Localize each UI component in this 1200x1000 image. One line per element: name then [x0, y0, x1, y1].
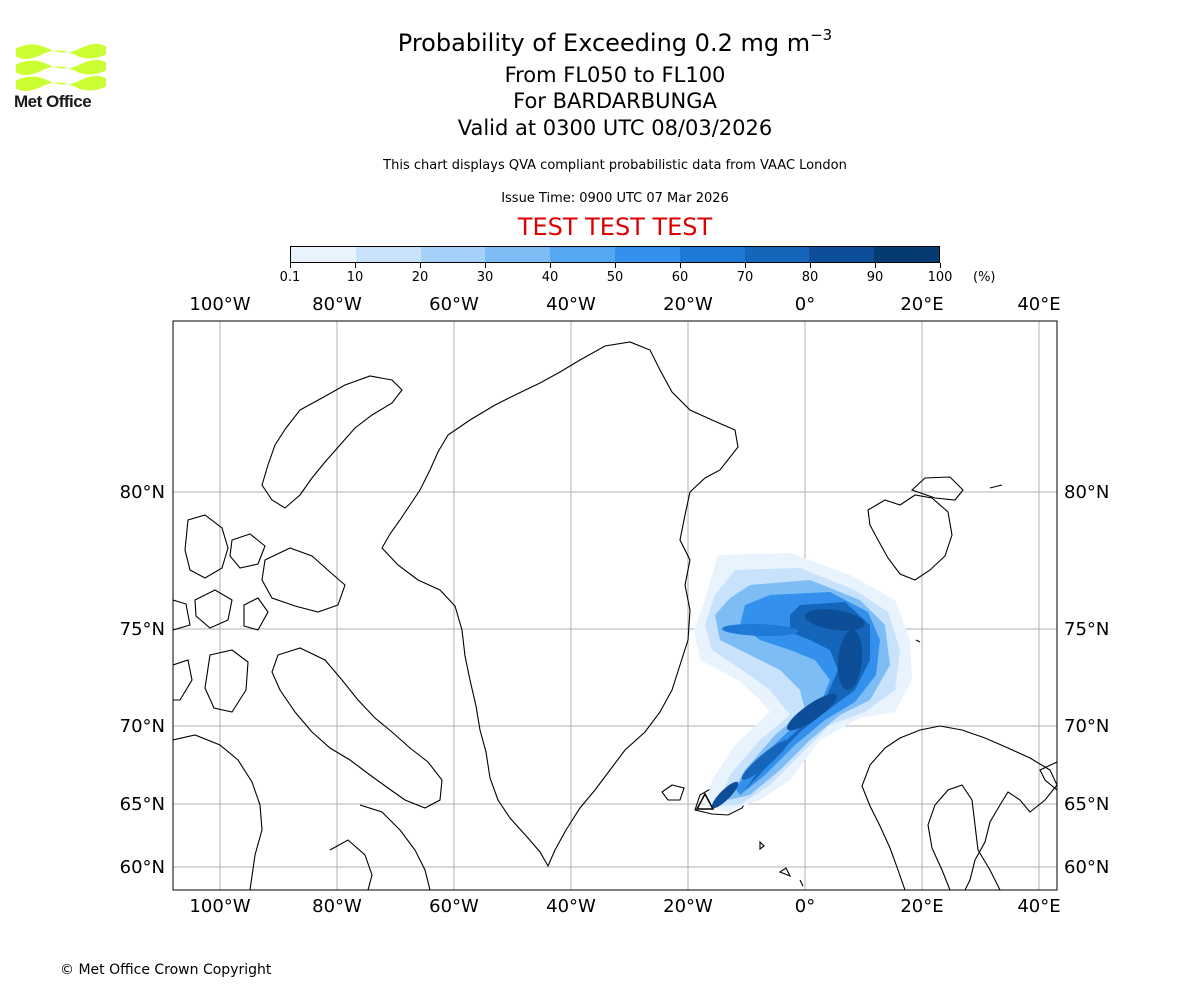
colorbar-swatch — [679, 247, 745, 262]
lon-labels-bottom: 100°W 80°W 60°W 40°W 20°W 0° 20°E 40°E — [189, 896, 1060, 917]
title-exponent: −3 — [810, 26, 833, 44]
lon-label-top: 20°E — [900, 294, 943, 315]
colorbar-unit: (%) — [973, 270, 996, 285]
colorbar-tick-label: 60 — [671, 270, 689, 285]
colorbar-swatch — [550, 247, 615, 262]
colorbar-swatch — [614, 247, 680, 262]
canada-mainland-coast — [173, 734, 263, 890]
ash-plume — [694, 553, 912, 812]
volcano-triangle-icon — [695, 792, 715, 810]
greenland-coast — [381, 341, 739, 868]
colorbar-swatch — [355, 247, 421, 262]
lat-label-right: 65°N — [1064, 794, 1109, 815]
lon-label-bottom: 80°W — [312, 896, 362, 917]
plume-streak-west — [722, 623, 798, 637]
graticule — [173, 321, 1057, 890]
issue-time: Issue Time: 0900 UTC 07 Mar 2026 — [501, 191, 729, 206]
lon-label-top: 40°W — [546, 294, 596, 315]
lon-label-top: 60°W — [429, 294, 479, 315]
subtitle-valid-time: Valid at 0300 UTC 08/03/2026 — [457, 116, 773, 140]
lon-label-top: 40°E — [1017, 294, 1060, 315]
colorbar-tick-label: 0.1 — [279, 270, 301, 285]
lon-labels-top: 100°W 80°W 60°W 40°W 20°W 0° 20°E 40°E — [189, 294, 1060, 315]
colorbar — [290, 246, 940, 263]
colorbar-tick — [355, 263, 356, 268]
colorbar-swatch — [809, 247, 875, 262]
plume-core-east — [837, 630, 863, 690]
lon-label-top: 20°W — [663, 294, 713, 315]
logo-text: Met Office — [14, 92, 92, 111]
svalbard-coast — [867, 494, 953, 581]
lat-label-right: 75°N — [1064, 619, 1109, 640]
coastlines — [173, 341, 1057, 890]
colorbar-tick-label: 80 — [801, 270, 819, 285]
chart-title: Probability of Exceeding 0.2 mg m−3 — [0, 26, 1200, 57]
lon-label-bottom: 20°W — [663, 896, 713, 917]
title-prefix: Probability of Exceeding 0.2 mg m — [397, 29, 811, 57]
colorbar-tick — [615, 263, 616, 268]
lat-label-left: 80°N — [120, 482, 165, 503]
plume-core-north — [805, 609, 865, 631]
baffin-island-coast — [271, 647, 443, 809]
colorbar-swatch — [291, 247, 356, 262]
colorbar-swatch — [744, 247, 810, 262]
lon-label-bottom: 60°W — [429, 896, 479, 917]
copyright: © Met Office Crown Copyright — [60, 962, 272, 978]
lon-label-top: 100°W — [189, 294, 250, 315]
colorbar-tick-label: 50 — [606, 270, 624, 285]
lon-label-bottom: 40°E — [1017, 896, 1060, 917]
colorbar-tick — [875, 263, 876, 268]
scandinavia-coast — [861, 725, 1057, 890]
colorbar-tick-label: 70 — [736, 270, 754, 285]
lat-label-left: 65°N — [120, 794, 165, 815]
volcano-marker — [695, 792, 715, 810]
colorbar-tick — [745, 263, 746, 268]
colorbar-tick — [420, 263, 421, 268]
lon-label-bottom: 40°W — [546, 896, 596, 917]
plume-band-70 — [745, 602, 870, 790]
colorbar-tick — [680, 263, 681, 268]
test-banner: TEST TEST TEST — [517, 213, 713, 241]
lat-labels-right: 80°N 75°N 70°N 65°N 60°N — [1064, 482, 1109, 878]
lat-label-left: 75°N — [120, 619, 165, 640]
colorbar-tick-label: 20 — [411, 270, 429, 285]
colorbar-swatch — [485, 247, 551, 262]
map-frame — [172, 320, 1058, 891]
ellesmere-coast — [261, 375, 403, 509]
colorbar-tick-label: 40 — [541, 270, 559, 285]
colorbar-tick-label: 30 — [476, 270, 494, 285]
lon-label-bottom: 100°W — [189, 896, 250, 917]
lon-label-top: 80°W — [312, 294, 362, 315]
lon-label-bottom: 20°E — [900, 896, 943, 917]
subtitle-volcano: For BARDARBUNGA — [513, 89, 717, 113]
colorbar-swatch — [874, 247, 939, 262]
colorbar-tick — [485, 263, 486, 268]
colorbar-tick — [810, 263, 811, 268]
lat-label-left: 70°N — [120, 716, 165, 737]
colorbar-tick — [940, 263, 941, 268]
plume-core-south — [741, 740, 789, 780]
lat-label-right: 80°N — [1064, 482, 1109, 503]
colorbar-tick — [550, 263, 551, 268]
plume-core-source — [711, 781, 739, 809]
met-office-logo-icon — [16, 43, 106, 92]
lat-label-right: 70°N — [1064, 716, 1109, 737]
colorbar-swatch — [420, 247, 486, 262]
lat-labels-left: 80°N 75°N 70°N 65°N 60°N — [120, 482, 165, 878]
plume-core-mid — [787, 693, 837, 731]
source-note: This chart displays QVA compliant probab… — [383, 158, 847, 173]
lat-label-right: 60°N — [1064, 857, 1109, 878]
lon-label-top: 0° — [795, 294, 815, 315]
colorbar-tick-label: 10 — [346, 270, 364, 285]
lat-label-left: 60°N — [120, 857, 165, 878]
subtitle-levels: From FL050 to FL100 — [504, 63, 726, 87]
colorbar-tick-label: 90 — [866, 270, 884, 285]
colorbar-tick-label: 100 — [927, 270, 953, 285]
lon-label-bottom: 0° — [795, 896, 815, 917]
colorbar-tick — [290, 263, 291, 268]
